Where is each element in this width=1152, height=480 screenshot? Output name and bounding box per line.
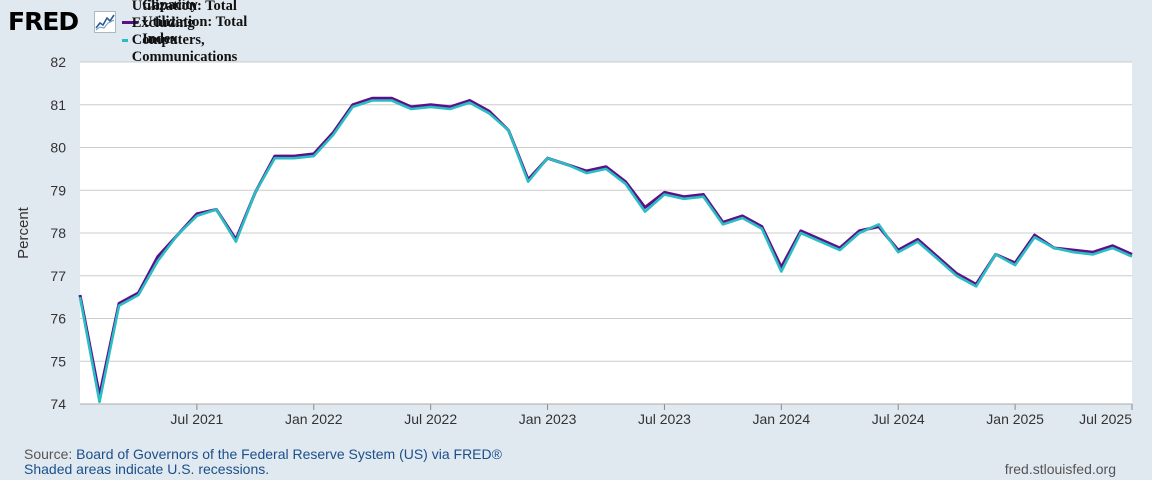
series-group bbox=[78, 96, 1133, 404]
y-axis: 74 75 76 77 78 79 80 81 82 bbox=[50, 54, 66, 412]
legend-item-series-1[interactable]: Capacity Utilization: Total Index bbox=[122, 0, 260, 47]
x-tick-label: Jan 2025 bbox=[986, 411, 1044, 427]
legend-swatch-series-2 bbox=[122, 38, 128, 42]
y-tick-label: 78 bbox=[50, 225, 66, 241]
legend-swatch-series-1 bbox=[122, 20, 139, 24]
source-link[interactable]: Board of Governors of the Federal Reserv… bbox=[76, 446, 502, 462]
y-tick-label: 74 bbox=[50, 396, 66, 412]
y-tick-label: 79 bbox=[50, 182, 66, 198]
y-axis-label: Percent bbox=[15, 206, 32, 259]
source-label: Source: bbox=[24, 446, 73, 462]
fred-logo-chart-icon bbox=[94, 11, 116, 33]
y-tick-label: 82 bbox=[50, 54, 66, 70]
x-axis: Jul 2021 Jan 2022 Jul 2022 Jan 2023 Jul 2023… bbox=[80, 403, 1133, 427]
x-tick-label: Jul 2024 bbox=[872, 411, 925, 427]
y-tick-label: 80 bbox=[50, 140, 66, 156]
y-tick-label: 76 bbox=[50, 311, 66, 327]
x-tick-label: Jan 2024 bbox=[753, 411, 811, 427]
y-tick-label: 77 bbox=[50, 268, 66, 284]
source-note: Source: Board of Governors of the Federa… bbox=[24, 446, 502, 462]
recessions-note-link[interactable]: Shaded areas indicate U.S. recessions. bbox=[24, 461, 270, 477]
fred-url-link[interactable]: fred.stlouisfed.org bbox=[1004, 461, 1116, 477]
x-tick-label: Jul 2022 bbox=[404, 411, 457, 427]
x-tick-label: Jul 2023 bbox=[638, 411, 691, 427]
x-tick-label: Jul 2025 bbox=[1079, 411, 1132, 427]
fred-logo[interactable]: FRED bbox=[8, 7, 79, 36]
y-tick-label: 75 bbox=[50, 353, 66, 369]
y-tick-label: 81 bbox=[50, 97, 66, 113]
legend-label-series-1: Capacity Utilization: Total Index bbox=[142, 0, 248, 47]
x-tick-label: Jul 2021 bbox=[170, 411, 223, 427]
series-line-2[interactable] bbox=[78, 99, 1133, 404]
x-tick-label: Jan 2022 bbox=[285, 411, 343, 427]
x-tick-label: Jan 2023 bbox=[519, 411, 577, 427]
